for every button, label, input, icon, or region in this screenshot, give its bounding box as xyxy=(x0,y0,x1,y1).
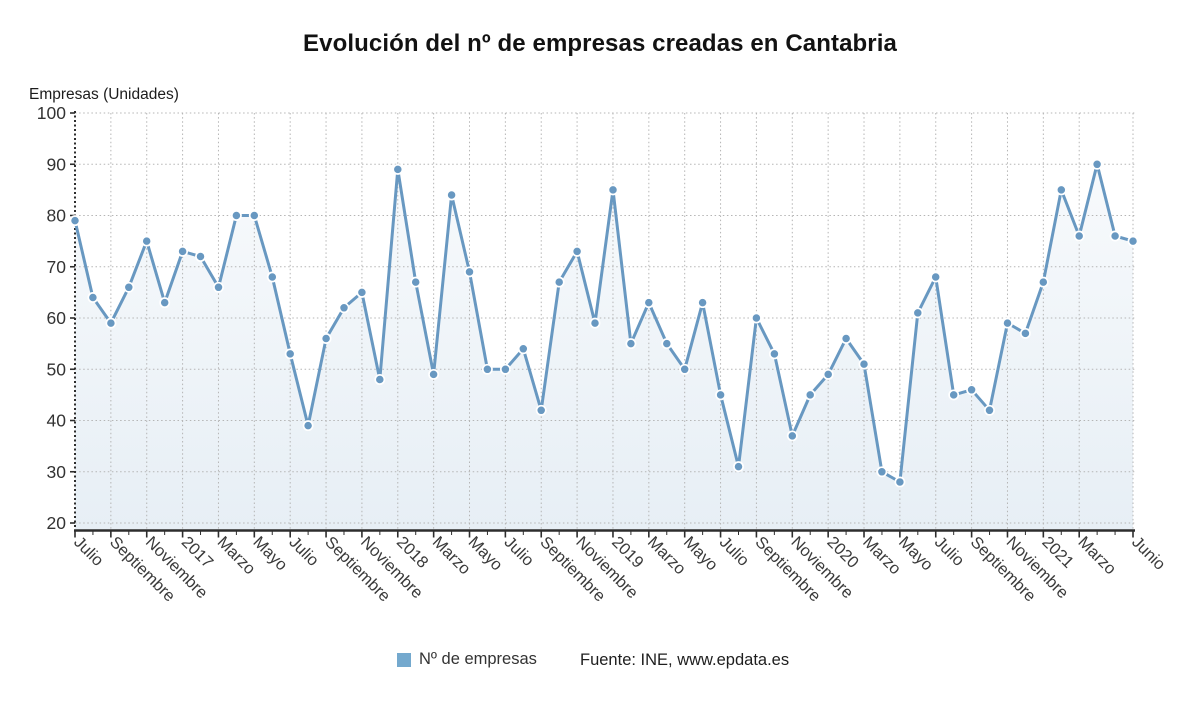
data-point-marker[interactable] xyxy=(1002,317,1013,329)
y-tick-label: 50 xyxy=(47,359,67,379)
data-point-marker[interactable] xyxy=(464,266,475,278)
data-point-marker[interactable] xyxy=(1037,276,1049,288)
data-point-marker[interactable] xyxy=(1073,230,1085,242)
legend-swatch-icon xyxy=(397,653,411,667)
data-point-marker[interactable] xyxy=(966,384,978,396)
data-point-marker[interactable] xyxy=(141,235,153,247)
data-point-marker[interactable] xyxy=(553,276,565,288)
data-point-marker[interactable] xyxy=(840,333,852,344)
data-point-marker[interactable] xyxy=(894,476,906,488)
data-point-marker[interactable] xyxy=(266,271,278,283)
y-tick-label: 30 xyxy=(47,462,67,482)
data-point-marker[interactable] xyxy=(177,245,189,257)
x-tick-label: Marzo xyxy=(429,533,474,578)
data-point-marker[interactable] xyxy=(159,297,171,309)
data-point-marker[interactable] xyxy=(912,307,924,319)
x-tick-label: Julio xyxy=(931,533,968,570)
data-point-marker[interactable] xyxy=(410,276,422,288)
data-point-marker[interactable] xyxy=(356,286,368,298)
data-point-marker[interactable] xyxy=(876,466,888,478)
x-tick-label: Julio xyxy=(716,533,753,570)
data-point-marker[interactable] xyxy=(679,363,691,375)
data-point-marker[interactable] xyxy=(374,374,386,385)
data-point-marker[interactable] xyxy=(589,317,601,329)
data-point-marker[interactable] xyxy=(768,348,780,360)
data-point-marker[interactable] xyxy=(607,184,619,196)
data-point-marker[interactable] xyxy=(661,338,673,350)
data-point-marker[interactable] xyxy=(643,297,655,309)
data-point-marker[interactable] xyxy=(428,368,440,380)
data-point-marker[interactable] xyxy=(338,302,350,314)
y-tick-label: 20 xyxy=(47,513,67,533)
data-point-marker[interactable] xyxy=(984,404,995,416)
data-point-marker[interactable] xyxy=(571,245,583,257)
data-point-marker[interactable] xyxy=(230,210,242,221)
data-point-marker[interactable] xyxy=(1055,184,1067,196)
data-point-marker[interactable] xyxy=(320,333,332,344)
data-point-marker[interactable] xyxy=(499,363,511,375)
x-tick-label: Julio xyxy=(501,533,538,570)
data-point-marker[interactable] xyxy=(517,343,529,355)
legend-label: Nº de empresas xyxy=(419,650,537,668)
y-axis-title: Empresas (Unidades) xyxy=(29,86,179,103)
y-tick-label: 40 xyxy=(47,411,67,431)
x-tick-label: Marzo xyxy=(644,533,689,578)
data-point-marker[interactable] xyxy=(715,389,727,401)
legend-item[interactable]: Nº de empresas xyxy=(397,650,537,669)
data-point-marker[interactable] xyxy=(87,292,99,303)
data-point-marker[interactable] xyxy=(248,210,260,221)
data-point-marker[interactable] xyxy=(195,251,206,262)
data-point-marker[interactable] xyxy=(697,297,709,309)
data-point-marker[interactable] xyxy=(481,363,493,375)
area-fill xyxy=(75,164,1133,531)
data-point-marker[interactable] xyxy=(105,317,117,329)
chart-title: Evolución del nº de empresas creadas en … xyxy=(303,30,897,57)
y-tick-label: 80 xyxy=(47,206,67,226)
x-tick-label: Marzo xyxy=(1074,533,1119,578)
data-point-marker[interactable] xyxy=(750,312,762,324)
x-tick-label: Julio xyxy=(285,533,322,570)
data-point-marker[interactable] xyxy=(392,163,404,175)
data-point-marker[interactable] xyxy=(786,430,798,442)
data-point-marker[interactable] xyxy=(930,271,942,283)
data-point-marker[interactable] xyxy=(948,389,960,401)
data-point-marker[interactable] xyxy=(1091,158,1103,170)
y-tick-label: 100 xyxy=(37,103,66,123)
x-tick-label: Marzo xyxy=(214,533,259,578)
data-point-marker[interactable] xyxy=(302,420,314,432)
data-point-marker[interactable] xyxy=(1127,235,1139,247)
data-point-marker[interactable] xyxy=(123,281,135,293)
data-point-marker[interactable] xyxy=(804,389,816,401)
data-point-marker[interactable] xyxy=(625,338,637,350)
source-label: Fuente: INE, www.epdata.es xyxy=(580,651,790,669)
x-tick-label: Junio xyxy=(1128,533,1169,574)
y-tick-label: 70 xyxy=(47,257,67,277)
x-tick-label: Marzo xyxy=(859,533,904,578)
data-point-marker[interactable] xyxy=(69,215,81,227)
y-tick-label: 90 xyxy=(47,154,67,174)
data-point-marker[interactable] xyxy=(535,404,547,416)
data-point-marker[interactable] xyxy=(733,461,744,473)
data-point-marker[interactable] xyxy=(284,348,296,360)
data-point-marker[interactable] xyxy=(1019,327,1031,339)
y-tick-label: 60 xyxy=(47,308,67,328)
data-point-marker[interactable] xyxy=(858,358,870,370)
data-point-marker[interactable] xyxy=(213,281,224,293)
data-point-marker[interactable] xyxy=(1109,230,1121,242)
data-point-marker[interactable] xyxy=(446,189,458,201)
data-point-marker[interactable] xyxy=(822,368,834,380)
x-tick-label: Julio xyxy=(70,533,107,570)
